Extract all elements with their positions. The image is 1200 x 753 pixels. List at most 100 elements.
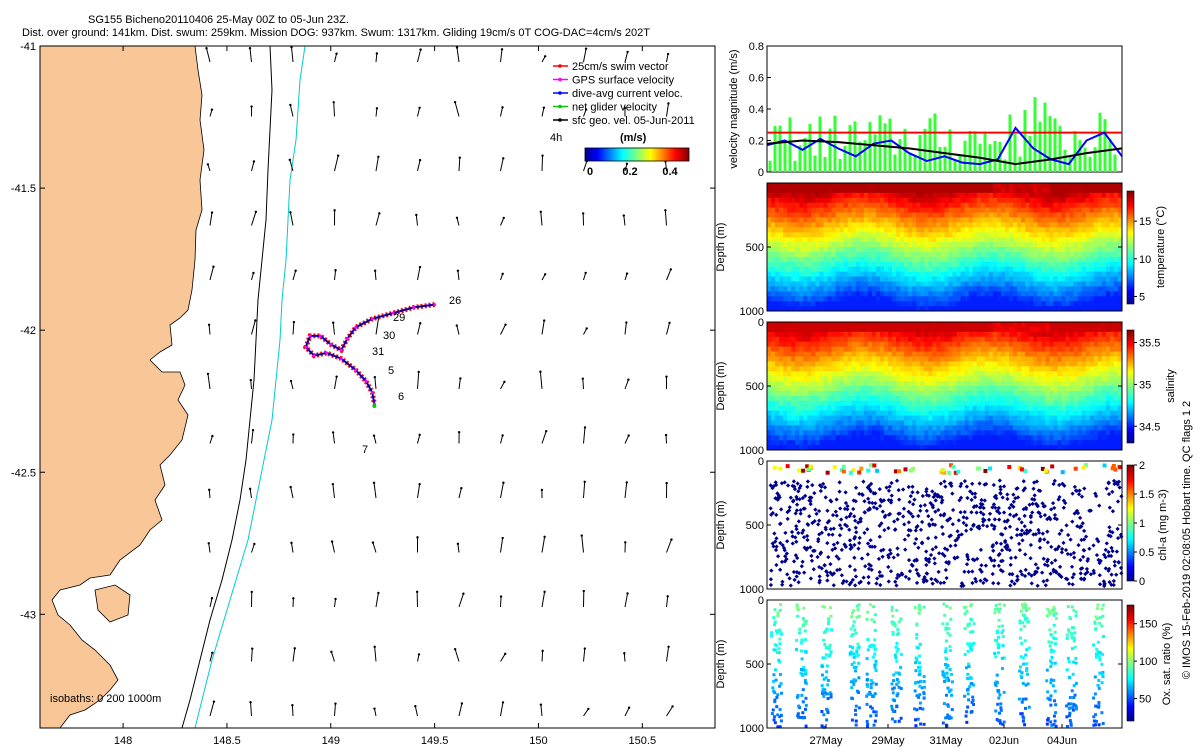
geo-arrow-head: [373, 435, 375, 437]
field-cell: [848, 183, 852, 188]
field-cell: [993, 252, 997, 257]
field-cell: [1033, 222, 1037, 227]
field-cell: [840, 188, 844, 193]
field-cell: [1090, 416, 1094, 421]
field-cell: [957, 430, 961, 435]
field-cell: [940, 257, 944, 262]
field-cell: [1049, 198, 1053, 203]
field-cell: [973, 376, 977, 381]
field-cell: [872, 247, 876, 252]
field-cell: [1001, 193, 1005, 198]
field-cell: [832, 203, 836, 208]
field-cell: [896, 252, 900, 257]
field-cell: [795, 242, 799, 247]
field-cell: [920, 267, 924, 272]
field-cell: [896, 208, 900, 213]
field-cell: [1098, 247, 1102, 252]
field-cell: [985, 232, 989, 237]
field-cell: [832, 401, 836, 406]
field-cell: [799, 277, 803, 282]
field-cell: [880, 257, 884, 262]
field-cell: [981, 416, 985, 421]
field-cell: [888, 227, 892, 232]
field-cell: [1061, 198, 1065, 203]
field-cell: [1110, 272, 1114, 277]
field-cell: [892, 416, 896, 421]
field-cell: [856, 411, 860, 416]
field-cell: [848, 435, 852, 440]
field-cell: [1070, 381, 1074, 386]
field-cell: [940, 366, 944, 371]
field-cell: [1053, 183, 1057, 188]
field-cell: [900, 203, 904, 208]
field-cell: [989, 347, 993, 352]
field-cell: [811, 277, 815, 282]
field-cell: [924, 267, 928, 272]
field-cell: [876, 183, 880, 188]
field-cell: [779, 203, 783, 208]
geo-arrow-head: [670, 268, 672, 270]
field-cell: [904, 222, 908, 227]
field-cell: [767, 198, 771, 203]
field-cell: [912, 242, 916, 247]
geo-arrow-head: [251, 647, 253, 649]
field-cell: [767, 327, 771, 332]
field-cell: [981, 198, 985, 203]
field-cell: [815, 208, 819, 213]
field-cell: [1102, 213, 1106, 218]
field-cell: [1001, 322, 1005, 327]
field-cell: [1033, 301, 1037, 306]
field-cell: [969, 242, 973, 247]
field-cell: [945, 386, 949, 391]
field-cell: [1066, 237, 1070, 242]
field-cell: [1013, 291, 1017, 296]
field-cell: [1005, 208, 1009, 213]
field-cell: [1001, 352, 1005, 357]
field-cell: [1053, 366, 1057, 371]
field-cell: [1017, 217, 1021, 222]
field-cell: [957, 361, 961, 366]
field-cell: [880, 376, 884, 381]
field-cell: [1033, 198, 1037, 203]
field-cell: [1074, 425, 1078, 430]
field-cell: [771, 356, 775, 361]
field-cell: [993, 203, 997, 208]
geo-arrow-head: [418, 434, 420, 436]
field-cell: [803, 342, 807, 347]
field-cell: [1053, 352, 1057, 357]
field-cell: [1017, 267, 1021, 272]
field-cell: [997, 430, 1001, 435]
field-cell: [936, 281, 940, 286]
field-cell: [1013, 440, 1017, 445]
field-cell: [856, 286, 860, 291]
field-cell: [856, 281, 860, 286]
field-cell: [973, 237, 977, 242]
field-cell: [807, 193, 811, 198]
field-cell: [1001, 272, 1005, 277]
field-cell: [920, 257, 924, 262]
field-cell: [949, 213, 953, 218]
field-cell: [856, 381, 860, 386]
field-cell: [852, 401, 856, 406]
field-cell: [1090, 242, 1094, 247]
field-cell: [949, 411, 953, 416]
field-cell: [1053, 262, 1057, 267]
field-cell: [945, 291, 949, 296]
field-cell: [775, 281, 779, 286]
field-cell: [880, 352, 884, 357]
field-cell: [936, 332, 940, 337]
field-cell: [856, 232, 860, 237]
field-cell: [920, 327, 924, 332]
field-cell: [896, 376, 900, 381]
field-cell: [876, 342, 880, 347]
field-cell: [856, 386, 860, 391]
field-cell: [1070, 188, 1074, 193]
field-cell: [1110, 267, 1114, 272]
field-cell: [1001, 277, 1005, 282]
field-cell: [957, 376, 961, 381]
field-cell: [920, 296, 924, 301]
field-cell: [1033, 272, 1037, 277]
geo-arrow-head: [416, 536, 418, 538]
field-cell: [1025, 352, 1029, 357]
field-cell: [819, 267, 823, 272]
